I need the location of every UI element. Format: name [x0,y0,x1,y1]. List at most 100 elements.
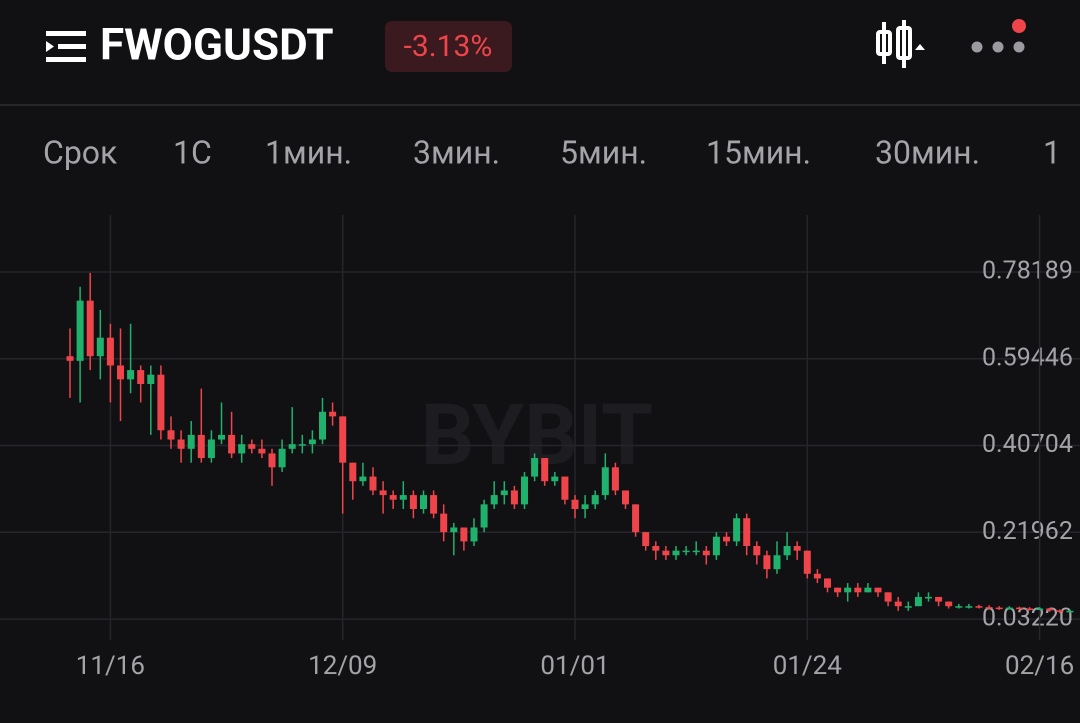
more-icon[interactable] [971,19,1027,53]
interval-tab[interactable]: 15мин. [706,133,811,171]
candle-body [1036,608,1044,611]
candle-body [76,300,84,361]
candle-body [298,444,306,446]
candle-body [1005,607,1013,610]
candle-body [571,499,579,509]
candle-body [238,444,246,454]
candle-body [308,439,316,445]
interval-tab[interactable]: 3мин. [413,133,500,171]
candle-body [763,555,771,570]
candle-body [672,550,680,556]
candle-body [904,606,912,608]
candle-body [925,596,932,599]
candle-body [813,573,821,579]
candle-body [440,513,448,533]
menu-bar [46,57,86,62]
y-tick-label: 0.40704 [982,430,1073,459]
chart: 0.03220 0.21962 0.40704 0.59446 0.78189 11/16… [0,215,1080,681]
candle-body [1046,608,1054,611]
icon-caret [915,44,925,50]
candle-body [207,439,215,459]
interval-tab[interactable]: Срок [43,133,117,171]
candle-body [642,532,650,547]
dot [971,41,983,53]
candle-body [399,495,407,500]
y-tick-label: 0.03220 [982,604,1073,633]
candle-body [1056,610,1064,612]
interval-tab[interactable]: 5мин. [560,133,647,171]
interval-tab[interactable]: 1мин. [265,133,352,171]
menu-icon[interactable] [46,31,86,62]
candle-body [692,550,700,553]
symbol[interactable]: FWOGUSDT [100,19,334,71]
candle-body [96,337,104,357]
candle-body [470,527,478,542]
candle-body [723,536,730,542]
candle-body [743,518,751,547]
candle-body [430,495,438,514]
candle-body [197,434,205,459]
candle-body [409,495,417,509]
candle-body [228,434,236,454]
candle-body [622,490,629,505]
candle-body [218,434,225,440]
y-tick-label: 0.78189 [982,257,1073,286]
x-tick-label: 11/16 [76,651,145,681]
candle-body [157,374,165,431]
notification-dot [1012,19,1026,33]
candle-body [864,587,872,593]
candle-body [147,374,155,384]
candle-body [490,495,498,505]
candle-body [662,550,670,556]
candle-body [521,476,528,505]
y-tick-label: 0.59446 [982,343,1073,372]
candle-body [510,490,518,505]
candle-body [268,453,276,468]
candle-body [712,536,720,556]
candle-body [460,527,468,542]
candle-body [995,607,1003,610]
x-tick-label: 02/16 [1005,651,1074,681]
interval-tabs: Срок 1С 1мин. 3мин. 5мин. 15мин. 30мин. 1 [43,133,1061,171]
icon-body [896,26,912,60]
candle-body [379,490,387,496]
change-badge [385,21,512,72]
candle-body [682,550,690,553]
candle-body [531,458,539,477]
candle-body [601,467,609,496]
candle-body [834,587,842,593]
interval-tab[interactable]: 30мин. [875,133,980,171]
interval-tab[interactable]: 1С [173,133,212,171]
candle-body [319,411,326,440]
candle-body [258,448,266,454]
candle-body [652,546,660,551]
dot [1013,41,1025,53]
candle-body [884,592,892,602]
dot [992,41,1004,53]
candle-body [480,504,488,528]
candle-body [106,337,114,366]
candle-body [985,607,993,609]
interval-tab[interactable]: 1 [1043,133,1061,171]
candle-body [844,587,852,593]
candle-body [541,458,549,482]
candle-body [1015,607,1023,610]
candle-body [500,490,508,496]
candle-body [803,550,811,574]
candle-body [914,596,922,607]
candle-body [420,495,427,509]
y-tick-label: 0.21962 [982,517,1073,546]
candle-body [177,439,185,449]
candle-body [854,587,862,593]
candle-body [975,606,983,608]
menu-arrow [46,41,54,52]
candle-body [167,430,175,440]
candle-body [329,411,337,417]
candle-body [389,495,397,500]
chart-type-icon[interactable] [876,20,925,68]
candle-body [359,476,367,482]
candle-body [783,546,791,556]
candle-body [874,587,882,593]
